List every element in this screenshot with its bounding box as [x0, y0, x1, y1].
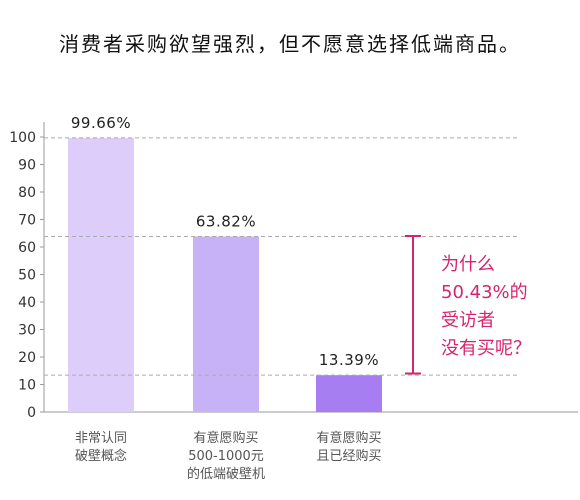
bar	[68, 137, 134, 412]
bar-value-label: 63.82%	[196, 212, 256, 230]
y-tick-label: 80	[18, 185, 36, 201]
y-tick-label: 50	[18, 268, 36, 284]
annotation-text: 为什么 50.43%的受访者没有买呢？	[441, 254, 531, 359]
y-tick-label: 40	[18, 295, 36, 311]
bar	[193, 236, 259, 412]
y-tick-label: 30	[18, 323, 36, 339]
x-tick-label: 有意愿购买 500-1000元的低端破壁机	[187, 430, 265, 482]
bar-value-label: 13.39%	[319, 351, 379, 369]
chart-title: 消费者采购欲望强烈，但不愿意选择低端商品。	[59, 32, 521, 56]
y-tick-label: 70	[18, 213, 36, 229]
y-tick-label: 0	[27, 405, 36, 421]
y-tick-label: 60	[18, 240, 36, 256]
y-tick-label: 100	[9, 130, 36, 146]
bar	[316, 375, 382, 412]
x-tick-label: 非常认同破壁概念	[75, 431, 127, 464]
x-tick-label: 有意愿购买且已经购买	[316, 430, 381, 464]
y-tick-label: 20	[18, 350, 36, 366]
bar-value-label: 99.66%	[71, 114, 131, 132]
y-tick-label: 90	[18, 158, 36, 174]
y-tick-label: 10	[18, 378, 36, 394]
